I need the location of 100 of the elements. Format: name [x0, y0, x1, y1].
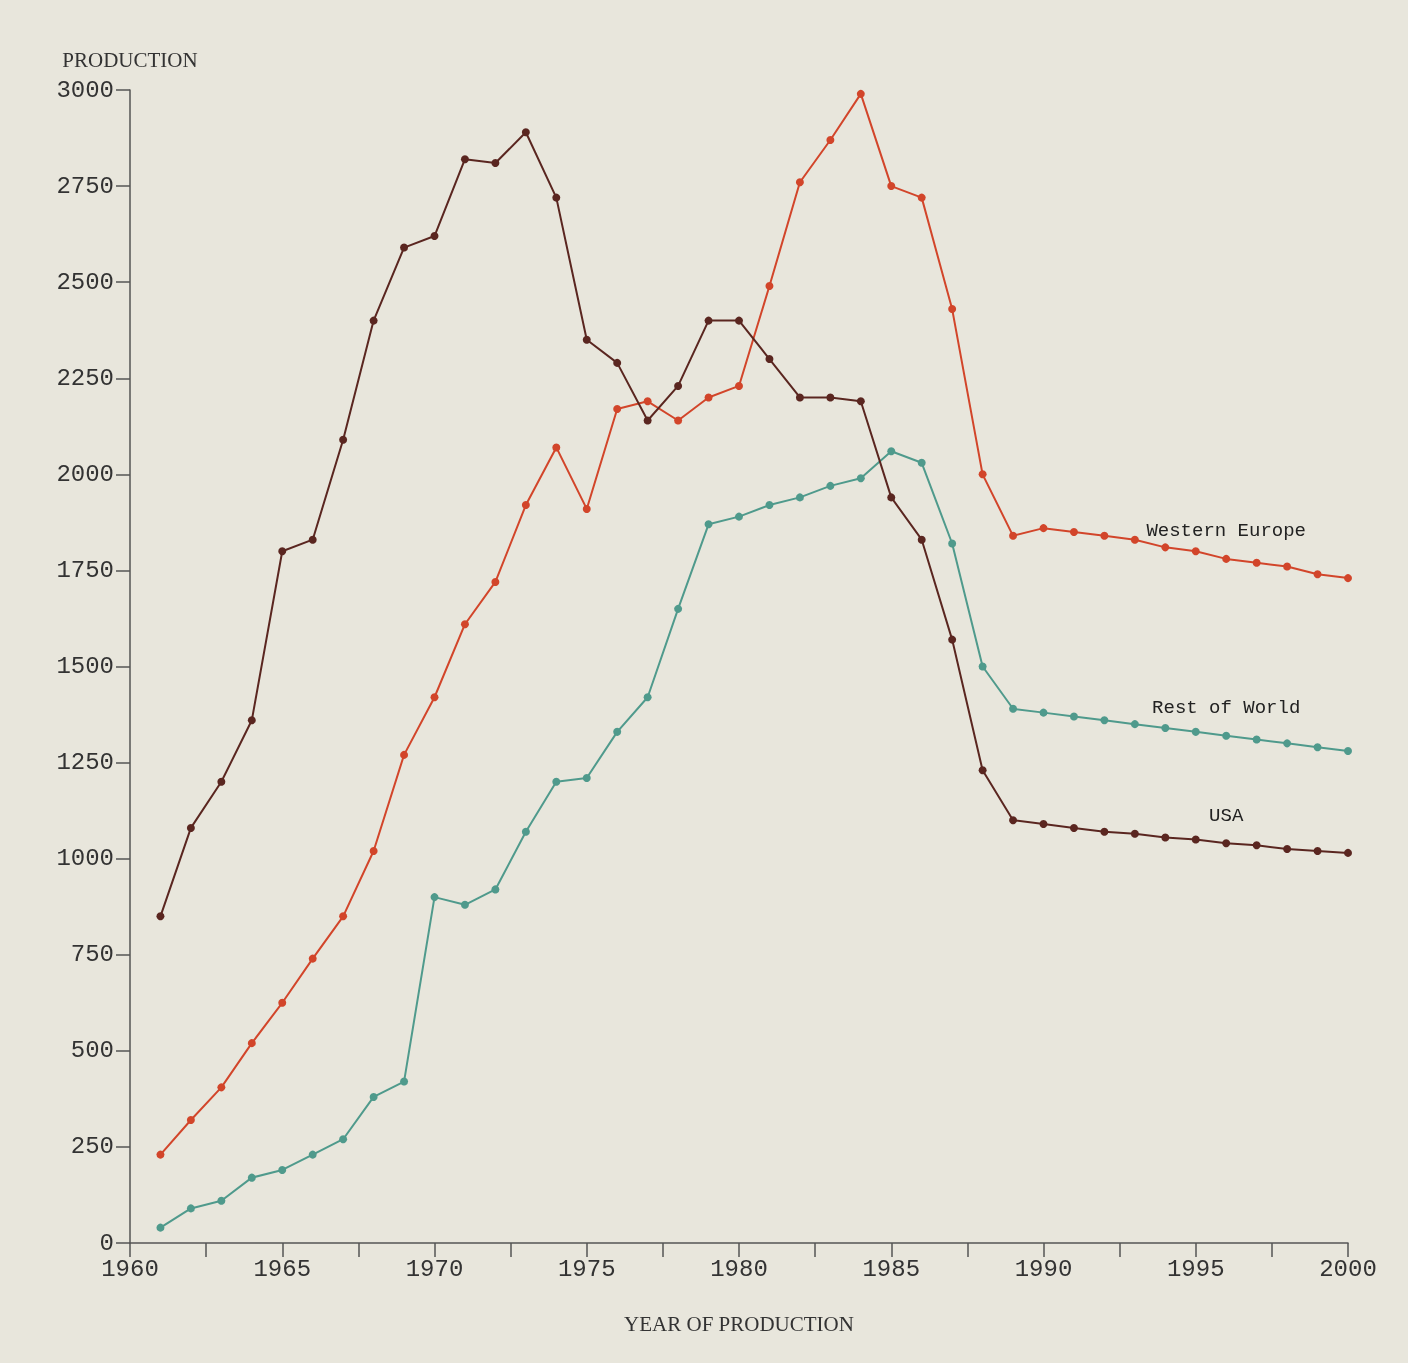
y-tick-label: 1500 — [56, 653, 114, 680]
point — [1191, 835, 1200, 844]
point — [521, 128, 530, 137]
y-tick-label: 250 — [70, 1133, 114, 1161]
x-tick-label: 2000 — [1319, 1255, 1377, 1283]
point — [278, 998, 287, 1007]
point — [247, 716, 256, 725]
point — [1191, 547, 1200, 556]
x-axis-title: YEAR OF PRODUCTION — [624, 1311, 854, 1336]
point — [552, 777, 561, 786]
x-tick-label: 1975 — [557, 1255, 616, 1283]
point — [856, 89, 865, 98]
point — [1130, 720, 1139, 729]
y-tick-label: 1000 — [56, 845, 114, 873]
x-tick-label: 1980 — [710, 1255, 768, 1283]
point — [308, 1150, 317, 1159]
point — [643, 416, 652, 425]
point — [278, 547, 287, 556]
y-tick-label: 500 — [70, 1037, 114, 1065]
point — [430, 232, 439, 241]
point — [735, 381, 743, 390]
point — [217, 1083, 226, 1092]
x-tick-label: 1970 — [405, 1255, 464, 1283]
point — [765, 501, 774, 510]
point — [704, 520, 713, 529]
point — [1009, 531, 1018, 540]
y-tick-label: 0 — [99, 1229, 114, 1257]
point — [674, 381, 683, 390]
point — [948, 635, 957, 644]
point — [156, 1223, 165, 1232]
point — [643, 397, 652, 406]
point — [1039, 820, 1048, 829]
point — [765, 355, 774, 364]
point — [582, 504, 591, 513]
point — [826, 135, 835, 144]
point — [613, 405, 622, 413]
x-tick-label: 1990 — [1014, 1255, 1073, 1283]
point — [1283, 845, 1292, 854]
point — [552, 443, 561, 452]
point — [430, 693, 439, 702]
point — [856, 474, 865, 483]
point — [1222, 731, 1231, 740]
point — [400, 1077, 409, 1086]
point — [1191, 727, 1200, 736]
x-tick-label: 1995 — [1166, 1255, 1225, 1283]
point — [1344, 747, 1352, 756]
y-tick-label: 2500 — [56, 268, 114, 296]
y-tick-label: 1250 — [56, 749, 114, 777]
point — [887, 182, 896, 191]
series-label: USA — [1209, 804, 1244, 827]
point — [339, 1135, 348, 1144]
point — [1313, 846, 1322, 855]
point — [186, 823, 195, 832]
point — [674, 604, 683, 613]
point — [887, 493, 896, 502]
y-tick-label: 2750 — [56, 172, 114, 200]
point — [1009, 816, 1018, 825]
point — [1252, 841, 1261, 850]
point — [217, 777, 226, 786]
point — [978, 662, 987, 671]
point — [1161, 833, 1170, 842]
point — [400, 243, 409, 252]
point — [1069, 527, 1078, 536]
point — [582, 335, 591, 344]
point — [735, 512, 743, 521]
point — [978, 470, 987, 479]
point — [1130, 829, 1139, 838]
point — [369, 316, 378, 325]
point — [948, 305, 957, 314]
point — [1009, 704, 1018, 713]
y-tick-label: 2250 — [56, 364, 114, 392]
point — [826, 393, 835, 402]
point — [521, 827, 530, 836]
point — [1222, 554, 1231, 563]
point — [460, 620, 469, 629]
point — [491, 577, 500, 586]
point — [948, 539, 957, 548]
point — [826, 481, 835, 490]
series-label: Western Europe — [1146, 520, 1307, 543]
point — [1100, 827, 1109, 836]
point — [186, 1116, 195, 1125]
point — [460, 155, 469, 164]
point — [674, 416, 683, 425]
point — [217, 1196, 226, 1205]
point — [704, 393, 713, 402]
point — [278, 1165, 287, 1174]
y-axis-title: PRODUCTION — [62, 47, 198, 72]
point — [1313, 743, 1322, 752]
point — [156, 912, 165, 921]
point — [186, 1204, 195, 1213]
point — [1100, 716, 1109, 725]
x-tick-label: 1960 — [101, 1255, 159, 1283]
y-tick-label: 750 — [70, 941, 114, 969]
point — [1069, 712, 1078, 721]
series-label: Rest of World — [1152, 697, 1301, 720]
y-tick-label: 3000 — [56, 76, 114, 104]
point — [1130, 535, 1139, 544]
point — [704, 316, 713, 325]
point — [917, 535, 926, 544]
point — [1222, 839, 1231, 848]
